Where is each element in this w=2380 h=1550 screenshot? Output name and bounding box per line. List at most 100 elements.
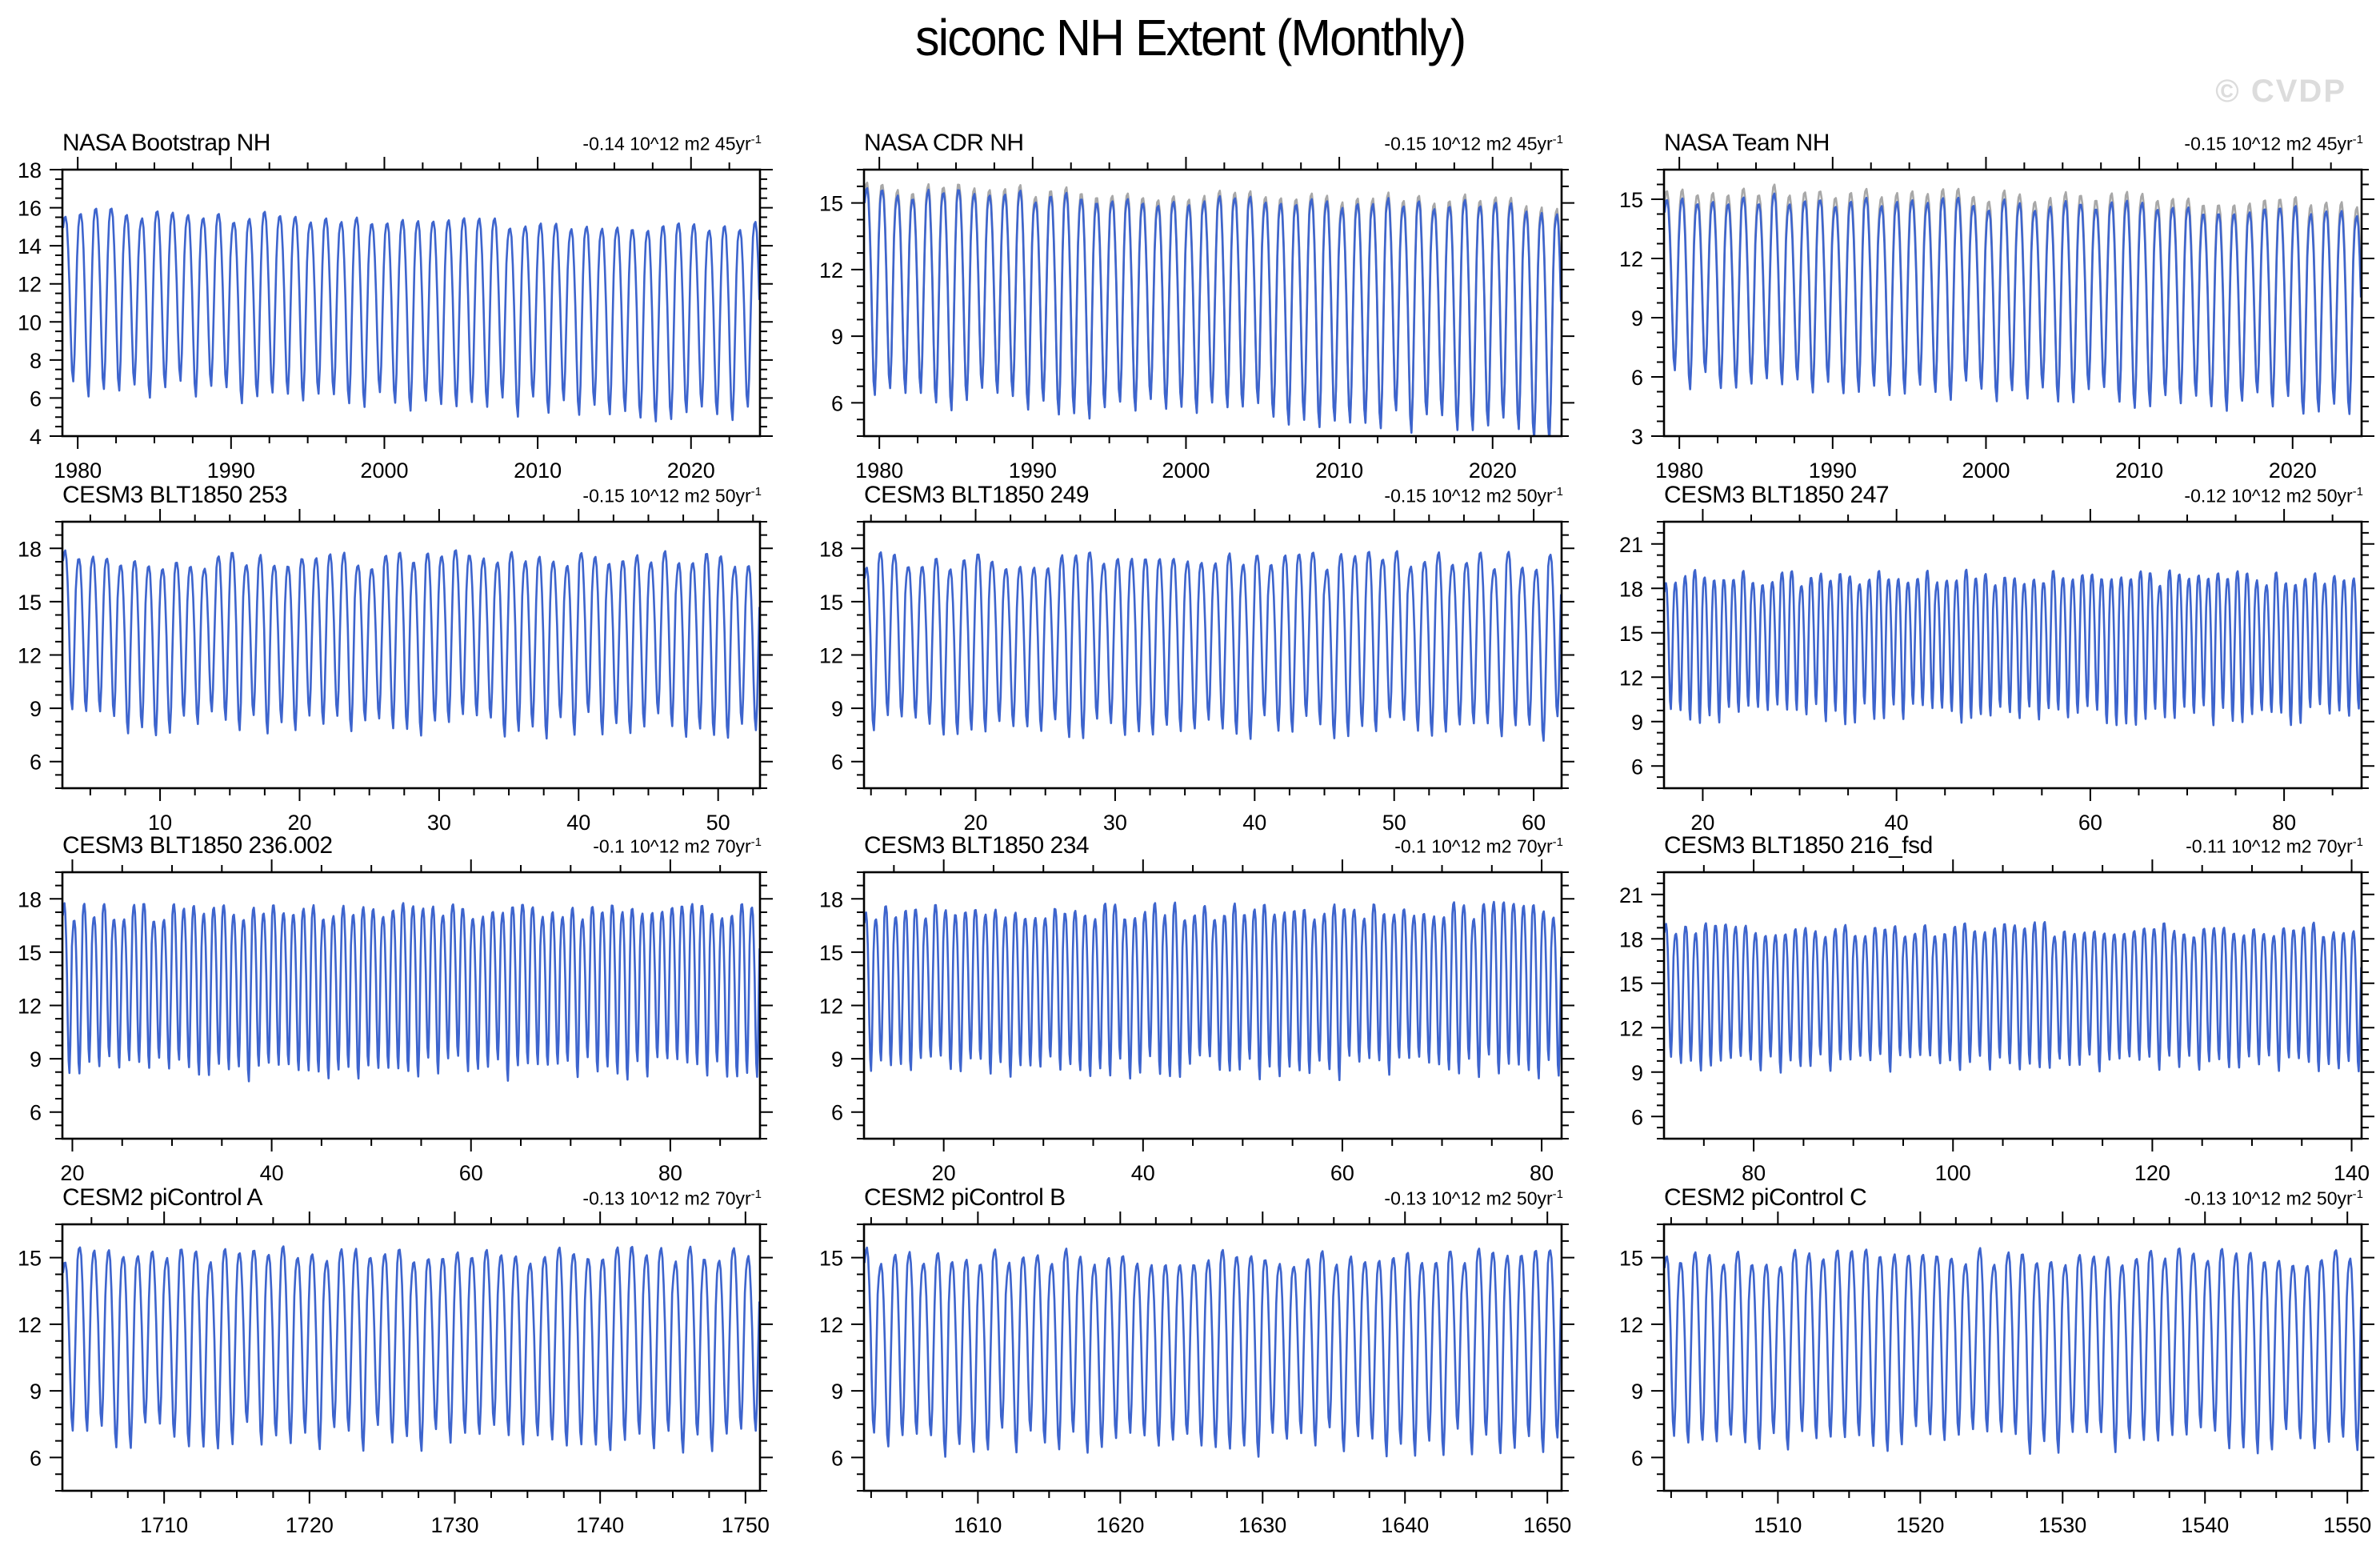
svg-text:20: 20	[60, 1161, 84, 1185]
panel-title: NASA Bootstrap NH	[62, 130, 270, 156]
svg-text:1510: 1510	[1754, 1513, 1802, 1537]
plot-frame	[61, 1223, 762, 1492]
svg-text:2010: 2010	[2115, 459, 2163, 483]
svg-text:12: 12	[819, 258, 843, 282]
panel-nasa-cdr-nh: 6 9 12 15 1980 1990 2000 2010 2020 NASA CDR NH -…	[802, 112, 1594, 488]
data-lines	[62, 549, 760, 740]
svg-text:12: 12	[18, 644, 42, 668]
svg-text:12: 12	[1619, 1313, 1643, 1337]
panel-trend-annotation: -0.15 10^12 m2 45yr-1	[2184, 133, 2363, 154]
svg-text:18: 18	[1619, 927, 1643, 951]
axis-ticks	[1651, 1212, 2374, 1504]
panel-title: CESM3 BLT1850 234	[864, 832, 1090, 859]
blue-series-line	[62, 1245, 760, 1454]
svg-text:1530: 1530	[2038, 1513, 2086, 1537]
svg-text:2020: 2020	[667, 459, 715, 483]
svg-text:18: 18	[18, 887, 42, 911]
blue-series-line	[864, 186, 1562, 436]
panel-header: CESM3 BLT1850 234 -0.1 10^12 m2 70yr-1	[802, 832, 1594, 859]
svg-text:60: 60	[2078, 811, 2102, 835]
panel-trend-annotation: -0.15 10^12 m2 45yr-1	[1384, 133, 1563, 154]
panel-header: CESM3 BLT1850 216_fsd -0.11 10^12 m2 70y…	[1602, 832, 2380, 859]
data-lines	[864, 550, 1562, 743]
svg-text:18: 18	[1619, 577, 1643, 601]
svg-text:15: 15	[1619, 622, 1643, 646]
panel-title: CESM3 BLT1850 249	[864, 482, 1090, 508]
svg-text:2000: 2000	[1162, 459, 1210, 483]
data-lines	[62, 902, 760, 1083]
cvdp-watermark: © CVDP	[2215, 74, 2346, 109]
svg-text:2000: 2000	[360, 459, 408, 483]
plot-frame	[61, 871, 762, 1140]
line-plot: 6 9 12 15 18 21 80 100 120 140	[1619, 859, 2374, 1185]
panel-cesm3-blt1850-253: 6 9 12 15 18 10 20 30 40 50 CESM3 BLT1850 253 -0.…	[0, 464, 792, 840]
plot-frame	[1662, 168, 2363, 438]
svg-text:1720: 1720	[286, 1513, 334, 1537]
panel-title: CESM2 piControl A	[62, 1184, 262, 1211]
data-lines	[1664, 568, 2362, 727]
svg-text:8: 8	[30, 349, 42, 373]
panel-trend-annotation: -0.15 10^12 m2 50yr-1	[582, 485, 762, 507]
svg-text:6: 6	[831, 1446, 843, 1470]
line-plot: 4 6 8 10 12 14 16 18 1980 1990 2000 2010 2020	[18, 157, 773, 483]
svg-text:1990: 1990	[207, 459, 255, 483]
svg-text:2010: 2010	[514, 459, 562, 483]
line-plot: 3 6 9 12 15 1980 1990 2000 2010 2020	[1619, 157, 2374, 483]
svg-text:40: 40	[1242, 811, 1266, 835]
panel-trend-annotation: -0.13 10^12 m2 70yr-1	[582, 1188, 762, 1209]
panel-nasa-team-nh: 3 6 9 12 15 1980 1990 2000 2010 2020 NASA Team NH…	[1602, 112, 2380, 488]
plot-frame	[862, 1223, 1563, 1492]
svg-text:80: 80	[658, 1161, 682, 1185]
blue-series-line	[1664, 1247, 2362, 1456]
svg-text:15: 15	[18, 941, 42, 965]
axis-tick-labels: 3 6 9 12 15 1980 1990 2000 2010 2020	[1619, 188, 2317, 483]
svg-text:60: 60	[459, 1161, 483, 1185]
svg-text:16: 16	[18, 197, 42, 221]
blue-series-line	[1664, 568, 2362, 727]
svg-text:140: 140	[2334, 1161, 2370, 1185]
axis-ticks	[851, 509, 1574, 801]
plot-frame	[862, 168, 1563, 438]
svg-text:80: 80	[2272, 811, 2296, 835]
svg-text:6: 6	[831, 1101, 843, 1125]
svg-text:12: 12	[819, 995, 843, 1019]
svg-text:12: 12	[1619, 1016, 1643, 1040]
panel-cesm3-blt1850-236-002: 6 9 12 15 18 20 40 60 80 CESM3 BLT1850 236.002 -…	[0, 815, 792, 1191]
plot-frame	[862, 871, 1563, 1140]
svg-text:1540: 1540	[2181, 1513, 2229, 1537]
svg-text:9: 9	[831, 1380, 843, 1404]
axis-tick-labels: 6 9 12 15 18 20 30 40 50 60	[819, 537, 1546, 835]
svg-text:100: 100	[1935, 1161, 1971, 1185]
data-lines	[62, 207, 760, 423]
plot-frame	[1662, 1223, 2363, 1492]
panel-cesm3-blt1850-249: 6 9 12 15 18 20 30 40 50 60 CESM3 BLT1850 249 -0.…	[802, 464, 1594, 840]
svg-text:6: 6	[30, 386, 42, 411]
panel-header: CESM3 BLT1850 253 -0.15 10^12 m2 50yr-1	[0, 482, 792, 509]
line-plot: 6 9 12 15 1980 1990 2000 2010 2020	[819, 157, 1574, 483]
svg-text:1640: 1640	[1381, 1513, 1429, 1537]
blue-series-line	[864, 550, 1562, 743]
svg-text:15: 15	[18, 1247, 42, 1271]
panel-nasa-bootstrap-nh: 4 6 8 10 12 14 16 18 1980 1990 2000 2010 2020 NASA B…	[0, 112, 792, 488]
axis-ticks	[50, 157, 773, 449]
svg-text:10: 10	[18, 310, 42, 334]
line-plot: 6 9 12 15 18 20 40 60 80	[18, 859, 773, 1185]
panel-title: CESM3 BLT1850 247	[1664, 482, 1890, 508]
data-lines	[62, 1245, 760, 1454]
panel-title: CESM3 BLT1850 216_fsd	[1664, 832, 1933, 859]
svg-text:12: 12	[18, 273, 42, 297]
svg-text:12: 12	[18, 1313, 42, 1337]
panel-cesm2-picontrol-c: 6 9 12 15 1510 1520 1530 1540 1550 CESM2 piContr…	[1602, 1167, 2380, 1543]
svg-text:3: 3	[1631, 425, 1643, 449]
data-lines	[864, 182, 1562, 436]
svg-text:21: 21	[1619, 533, 1643, 557]
svg-text:2020: 2020	[1469, 459, 1517, 483]
axis-ticks	[851, 157, 1574, 449]
svg-text:30: 30	[1103, 811, 1127, 835]
svg-text:15: 15	[819, 1247, 843, 1271]
panel-header: NASA Team NH -0.15 10^12 m2 45yr-1	[1602, 130, 2380, 157]
panel-trend-annotation: -0.12 10^12 m2 50yr-1	[2184, 485, 2363, 507]
plot-frame	[1662, 520, 2363, 790]
data-lines	[1664, 1247, 2362, 1456]
